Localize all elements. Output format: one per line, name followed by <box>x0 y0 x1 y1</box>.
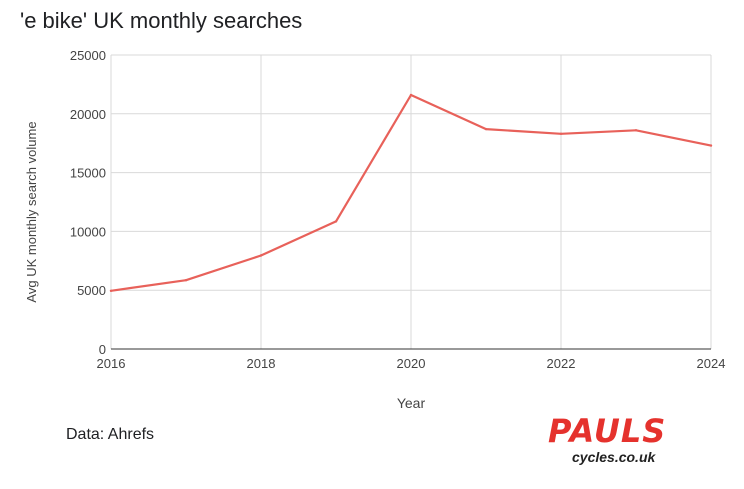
tick-labels: 0 5000 10000 15000 20000 25000 2016 2018 2020 202… <box>70 48 726 371</box>
data-point <box>484 127 488 131</box>
y-tick-label: 0 <box>99 342 106 357</box>
y-tick-label: 20000 <box>70 107 106 122</box>
data-point <box>559 132 563 135</box>
logo-wordmark: PAULS <box>548 412 667 450</box>
chart-title: 'e bike' UK monthly searches <box>20 8 303 33</box>
x-tick-label: 2016 <box>97 356 126 371</box>
data-point <box>709 144 713 147</box>
x-tick-label: 2020 <box>397 356 426 371</box>
data-point <box>634 129 638 132</box>
data-point <box>259 254 263 257</box>
plot-area <box>109 93 713 292</box>
data-source-note: Data: Ahrefs <box>66 426 155 443</box>
x-tick-label: 2022 <box>547 356 576 371</box>
y-tick-label: 10000 <box>70 224 106 239</box>
x-axis-label: Year <box>397 395 426 411</box>
data-point <box>184 279 188 282</box>
y-axis-label: Avg UK monthly search volume <box>24 121 39 302</box>
y-tick-label: 25000 <box>70 48 106 63</box>
grid <box>110 54 712 349</box>
line-chart: 0 5000 10000 15000 20000 25000 2016 2018 2020 202… <box>24 48 726 411</box>
logo-domain: cycles.co.uk <box>572 449 656 465</box>
y-tick-label: 15000 <box>70 166 106 181</box>
data-point <box>409 93 413 97</box>
pauls-cycles-logo: PAULS cycles.co.uk <box>548 412 678 466</box>
data-point <box>334 220 338 223</box>
data-point <box>109 289 113 292</box>
x-tick-label: 2018 <box>247 356 276 371</box>
y-tick-label: 5000 <box>77 283 106 298</box>
x-tick-label: 2024 <box>697 356 726 371</box>
